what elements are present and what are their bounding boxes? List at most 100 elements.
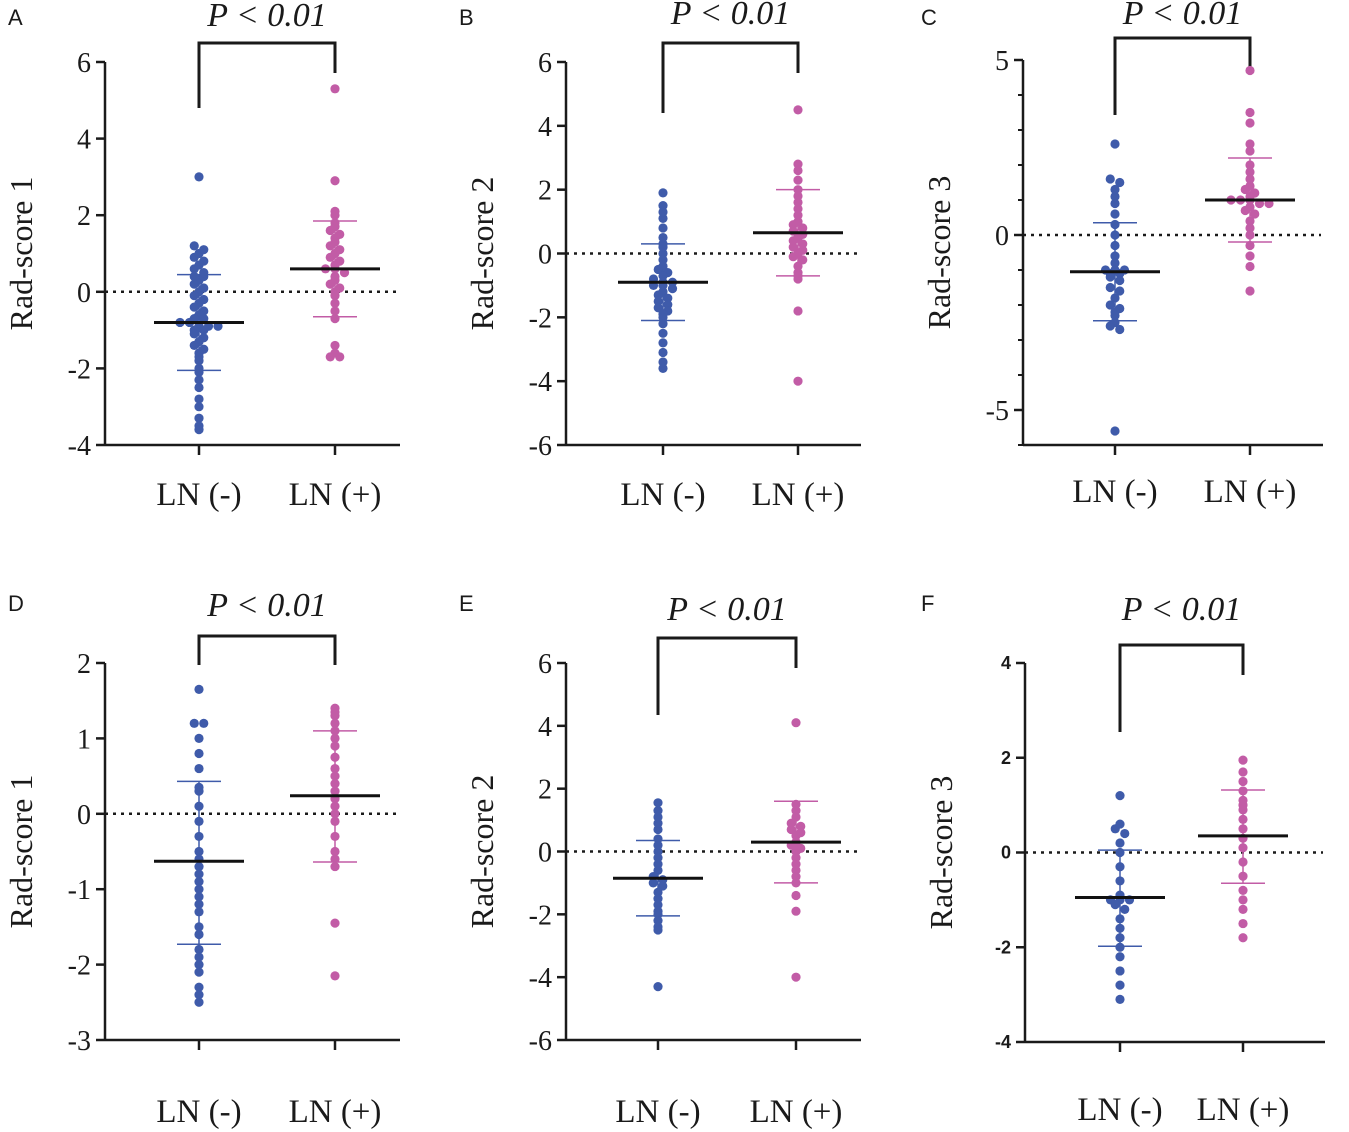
data-point-d-ln-pos [330, 741, 340, 751]
y-tick-label-e: 0 [538, 838, 552, 869]
y-axis-label-b: Rad-score 2 [464, 177, 500, 331]
data-point-d-ln-pos [330, 726, 340, 736]
data-point-e-ln-pos [791, 718, 801, 728]
data-point-f-ln-pos [1238, 895, 1248, 905]
data-point-c-ln-neg [1110, 139, 1120, 149]
data-point-b-ln-neg [653, 264, 663, 275]
y-tick-label-c: -5 [986, 396, 1009, 427]
data-point-e-ln-pos [796, 843, 806, 853]
series-d-ln-neg [154, 684, 244, 1007]
category-label-e-ln-neg: LN (-) [615, 1094, 700, 1130]
data-point-f-ln-neg [1115, 914, 1125, 924]
data-point-e-ln-neg [648, 878, 658, 888]
data-point-f-ln-pos [1238, 904, 1248, 914]
data-point-b-ln-neg [663, 299, 673, 310]
data-point-d-ln-pos [330, 703, 340, 713]
y-tick-label-d: 0 [77, 800, 91, 831]
data-point-d-ln-neg [194, 831, 204, 842]
y-tick-label-d: 2 [77, 649, 91, 680]
data-point-d-ln-pos [330, 786, 340, 796]
category-label-a-ln-neg: LN (-) [156, 477, 241, 513]
data-point-d-ln-neg [194, 877, 204, 887]
data-point-c-ln-neg [1110, 240, 1120, 251]
data-point-b-ln-pos [793, 274, 803, 284]
data-point-f-ln-neg [1115, 933, 1125, 943]
data-point-c-ln-pos [1245, 160, 1255, 170]
data-point-c-ln-neg [1115, 275, 1125, 286]
significance-bracket-a [197, 41, 337, 108]
data-point-c-ln-pos [1245, 139, 1255, 149]
data-point-d-ln-pos [330, 733, 340, 744]
data-point-f-ln-pos [1238, 885, 1248, 896]
data-point-c-ln-pos [1245, 216, 1255, 226]
series-e-ln-pos [751, 718, 841, 982]
category-label-c-ln-pos: LN (+) [1204, 474, 1297, 510]
category-label-f-ln-pos: LN (+) [1197, 1092, 1290, 1128]
data-point-b-ln-neg [658, 338, 668, 348]
series-c-ln-pos [1205, 65, 1295, 296]
data-point-c-ln-pos [1245, 230, 1255, 240]
data-point-e-ln-neg [653, 798, 663, 808]
series-e-ln-neg [613, 798, 703, 992]
data-point-c-ln-neg [1110, 310, 1120, 321]
data-point-b-ln-pos [793, 216, 803, 227]
data-point-f-ln-pos [1238, 755, 1248, 765]
data-point-c-ln-neg [1110, 198, 1120, 209]
data-point-f-ln-pos [1238, 933, 1248, 943]
p-value-label-b: P < 0.01 [670, 0, 791, 32]
data-point-a-ln-neg [189, 271, 199, 282]
y-tick-label-a: 0 [77, 278, 91, 309]
significance-bracket-e [656, 636, 798, 715]
data-point-b-ln-pos [793, 191, 803, 201]
series-f-ln-neg [1075, 791, 1165, 1004]
data-point-c-ln-neg [1105, 282, 1115, 293]
data-point-a-ln-pos [330, 314, 340, 324]
data-point-b-ln-neg [658, 357, 668, 367]
series-b-ln-neg [618, 188, 708, 373]
data-point-d-ln-neg [189, 718, 199, 728]
data-point-d-ln-neg [194, 899, 204, 909]
y-tick-label-c: 0 [995, 221, 1009, 252]
y-tick-label-a: 6 [77, 48, 91, 79]
data-point-c-ln-pos [1245, 118, 1255, 128]
data-point-f-ln-neg [1110, 900, 1120, 910]
data-point-c-ln-pos [1245, 65, 1255, 76]
data-point-a-ln-neg [199, 268, 209, 278]
y-tick-label-e: -4 [529, 963, 552, 994]
data-point-b-ln-pos [788, 252, 798, 262]
data-point-a-ln-neg [194, 413, 204, 423]
data-point-b-ln-pos [793, 165, 803, 176]
series-c-ln-neg [1070, 139, 1160, 436]
data-point-d-ln-neg [194, 922, 204, 932]
data-point-a-ln-pos [335, 283, 345, 293]
data-point-b-ln-pos [798, 245, 808, 255]
data-point-b-ln-neg [653, 290, 663, 300]
data-point-d-ln-neg [194, 997, 204, 1007]
data-point-f-ln-pos [1238, 857, 1248, 867]
data-point-d-ln-pos [330, 861, 340, 872]
data-point-f-ln-neg [1120, 904, 1130, 914]
data-point-a-ln-neg [189, 302, 199, 312]
data-point-b-ln-pos [788, 242, 798, 252]
data-point-d-ln-neg [194, 944, 204, 955]
data-point-d-ln-pos [330, 831, 340, 842]
data-point-d-ln-pos [330, 816, 340, 826]
data-point-b-ln-neg [658, 232, 668, 243]
data-point-b-ln-neg [663, 293, 673, 303]
data-point-a-ln-neg [194, 394, 204, 404]
y-tick-label-a: 2 [77, 201, 91, 232]
y-tick-label-d: -1 [68, 875, 91, 906]
category-label-f-ln-neg: LN (-) [1077, 1092, 1162, 1128]
panel-letter-e: E [459, 591, 474, 616]
data-point-a-ln-neg [199, 314, 209, 324]
data-point-c-ln-pos [1245, 223, 1255, 233]
data-point-f-ln-neg [1115, 966, 1125, 976]
data-point-a-ln-pos [335, 256, 345, 266]
data-point-c-ln-pos [1245, 261, 1255, 272]
data-point-e-ln-neg [658, 881, 668, 891]
data-point-c-ln-pos [1245, 107, 1255, 118]
data-point-a-ln-pos [335, 229, 345, 239]
data-point-f-ln-neg [1115, 876, 1125, 886]
data-point-e-ln-neg [653, 865, 663, 875]
data-point-c-ln-neg [1105, 272, 1115, 282]
